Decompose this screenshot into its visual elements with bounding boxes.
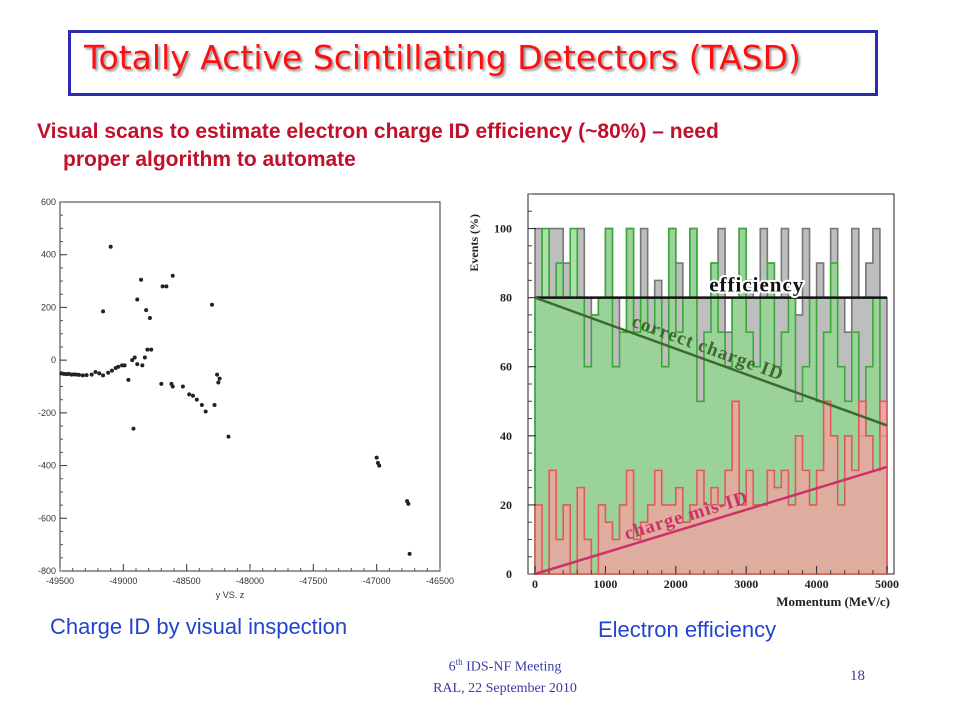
- efficiency-y-tick-label: 0: [506, 567, 512, 581]
- scatter-y-tick-label: 200: [41, 302, 56, 312]
- scatter-x-tick-label: -47500: [299, 576, 327, 586]
- efficiency-x-tick-label: 2000: [664, 577, 688, 591]
- scatter-y-tick-label: 0: [51, 355, 56, 365]
- scatter-point: [147, 315, 152, 320]
- scatter-point: [89, 372, 94, 377]
- efficiency-x-tick-label: 5000: [875, 577, 899, 591]
- scatter-point: [101, 309, 106, 314]
- scatter-point: [131, 426, 136, 431]
- scatter-point: [77, 372, 81, 377]
- scatter-point: [139, 277, 144, 282]
- histogram-series-2: [534, 400, 888, 575]
- scatter-point: [170, 384, 175, 389]
- line-charge-mis-id: [534, 465, 888, 576]
- scatter-point: [145, 347, 150, 352]
- scatter-y-tick-label: 400: [41, 250, 56, 260]
- scatter-point: [80, 373, 85, 378]
- scatter-y-tick-label: -600: [38, 513, 56, 523]
- scatter-point: [170, 273, 175, 278]
- scatter-frame: [59, 201, 441, 572]
- scatter-y-tick-label: -200: [38, 408, 56, 418]
- efficiency-y-tick-label: 40: [500, 429, 512, 443]
- scatter-y-tick-label: 600: [41, 197, 56, 207]
- footer-ordinal: 6: [448, 659, 456, 675]
- scatter-point: [160, 284, 165, 289]
- footer-venue-date: RAL, 22 September 2010: [433, 680, 577, 696]
- slide-subtitle: Visual scans to estimate electron charge…: [37, 118, 917, 174]
- scatter-point: [159, 381, 164, 386]
- scatter-x-tick-label: -46500: [426, 576, 454, 586]
- footer-meeting: IDS-NF Meeting: [462, 659, 562, 675]
- scatter-y-tick-label: -400: [38, 461, 56, 471]
- efficiency-x-axis-label: Momentum (MeV/c): [776, 594, 890, 609]
- scatter-point: [217, 376, 222, 381]
- scatter-point: [109, 368, 114, 373]
- scatter-point: [126, 377, 131, 382]
- scatter-point: [132, 355, 137, 360]
- efficiency-y-tick-label: 100: [494, 222, 512, 236]
- scatter-point: [406, 501, 411, 506]
- efficiency-x-tick-label: 0: [532, 577, 538, 591]
- scatter-point: [135, 362, 140, 367]
- scatter-point: [194, 397, 199, 402]
- scatter-point: [226, 434, 231, 439]
- efficiency-plot: 0 1000 2000 3000 4000 5000 0 20 40 60 80 100 Momentu…: [467, 193, 899, 609]
- efficiency-y-tick-label: 20: [500, 498, 512, 512]
- efficiency-x-tick-label: 4000: [805, 577, 829, 591]
- scatter-point: [144, 308, 149, 313]
- scatter-point: [135, 297, 140, 302]
- scatter-point: [108, 244, 113, 249]
- scatter-point: [180, 384, 185, 389]
- subtitle-line-2: proper algorithm to automate: [63, 148, 356, 171]
- efficiency-y-tick-label: 80: [500, 291, 512, 305]
- scatter-x-tick-label: -47000: [363, 576, 391, 586]
- scatter-point: [122, 363, 127, 368]
- scatter-point: [130, 358, 135, 363]
- scatter-x-axis-label: y VS. z: [216, 590, 245, 600]
- subtitle-line-1: Visual scans to estimate electron charge…: [37, 120, 719, 143]
- efficiency-y-axis-label: Events (%): [467, 214, 481, 272]
- scatter-point: [210, 302, 214, 307]
- scatter-point: [199, 402, 204, 407]
- scatter-point: [212, 402, 217, 407]
- caption-left: Charge ID by visual inspection: [50, 614, 348, 639]
- slide-title: Totally Active Scintillating Detectors (…: [84, 38, 801, 77]
- scatter-point: [142, 355, 147, 360]
- footer-ordinal-suffix: th: [455, 657, 463, 667]
- scatter-point: [407, 551, 412, 556]
- scatter-point: [187, 392, 192, 397]
- scatter-point: [116, 364, 121, 369]
- efficiency-x-tick-label: 3000: [734, 577, 758, 591]
- scatter-point: [164, 284, 169, 289]
- efficiency-y-tick-label: 60: [500, 360, 512, 374]
- scatter-point: [93, 370, 98, 375]
- title-box: [68, 30, 878, 96]
- caption-right: Electron efficiency: [598, 617, 777, 642]
- efficiency-x-tick-label: 1000: [593, 577, 617, 591]
- scatter-point: [216, 380, 221, 385]
- footer: 6th IDS-NF Meeting RAL, 22 September 201…: [400, 652, 610, 699]
- scatter-point: [140, 363, 145, 368]
- scatter-x-tick-label: -49500: [46, 576, 74, 586]
- scatter-point: [84, 373, 89, 378]
- scatter-point: [97, 371, 102, 376]
- scatter-point: [149, 347, 154, 352]
- page-number: 18: [850, 668, 865, 684]
- scatter-point: [101, 373, 106, 378]
- scatter-x-tick-label: -48500: [173, 576, 201, 586]
- scatter-y-tick-label: -800: [38, 566, 56, 576]
- scatter-x-tick-label: -48000: [236, 576, 264, 586]
- scatter-point: [106, 370, 111, 375]
- scatter-point: [191, 393, 195, 398]
- scatter-point: [374, 455, 379, 460]
- scatter-point: [215, 372, 220, 377]
- scatter-x-tick-label: -49000: [109, 576, 137, 586]
- line-label-efficiency: efficiency: [709, 273, 804, 297]
- scatter-point: [203, 409, 208, 414]
- line-correct-charge-id: [534, 296, 888, 427]
- scatter-point: [377, 463, 382, 468]
- scatter-plot: -49500 -49000 -48500 -48000 -47500 -47000 -465…: [38, 197, 454, 600]
